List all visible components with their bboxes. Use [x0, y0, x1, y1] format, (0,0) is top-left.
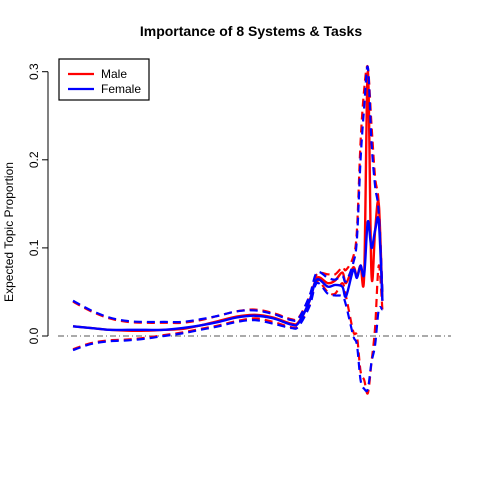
- legend-label-male: Male: [101, 67, 127, 81]
- series-female-line: [72, 216, 384, 332]
- y-axis-label: Expected Topic Proportion: [2, 162, 16, 302]
- series-female-lower-bound: [72, 281, 384, 393]
- series-female: [72, 65, 384, 393]
- y-tick-label: 0.3: [27, 63, 41, 80]
- legend: Male Female: [58, 58, 150, 101]
- legend-box: [58, 58, 150, 101]
- y-tick-label: 0.1: [27, 239, 41, 256]
- y-tick-label: 0.0: [27, 327, 41, 344]
- y-axis: 0.0 0.1 0.2 0.3: [27, 63, 49, 344]
- series-male: [72, 64, 384, 395]
- y-tick-label: 0.2: [27, 151, 41, 168]
- legend-label-female: Female: [101, 82, 141, 96]
- series-layer: [72, 64, 384, 395]
- chart-title: Importance of 8 Systems & Tasks: [140, 23, 362, 39]
- series-female-upper-bound: [72, 65, 384, 324]
